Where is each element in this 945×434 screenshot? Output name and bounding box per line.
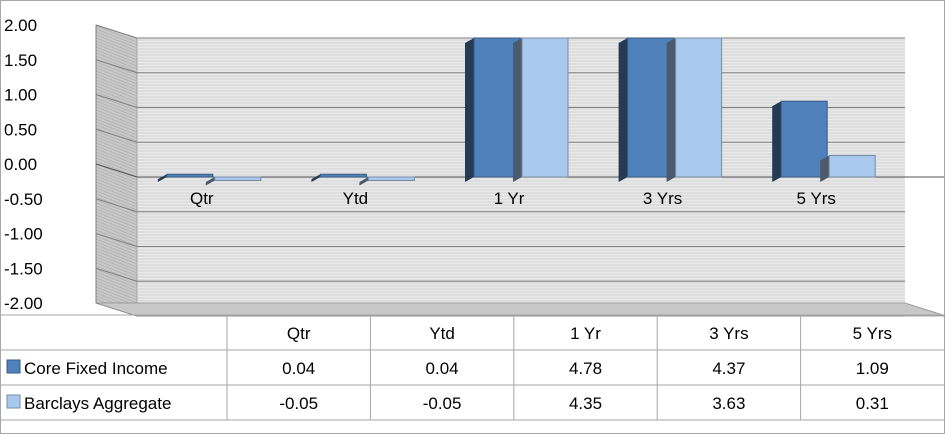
bar-side [667,38,676,182]
table-header-cell: Ytd [429,324,455,343]
bar-side [619,38,628,182]
x-tick-label: 3 Yrs [643,189,682,208]
y-tick-label: 1.00 [4,86,37,105]
table-header-cell: 5 Yrs [853,324,892,343]
x-tick-label: Ytd [343,189,369,208]
bar [368,177,414,180]
legend-swatch [7,360,20,373]
chart-floor [96,303,945,316]
bar [320,174,366,177]
bar [167,174,213,177]
y-tick-label: -1.50 [4,259,43,278]
bar [522,38,568,177]
bar-core-4 [772,101,827,182]
bar-barclays-3 [667,38,722,182]
table-cell: 4.78 [569,359,602,378]
table-cell: 0.04 [282,359,315,378]
table-cell: 4.35 [569,394,602,413]
y-tick-label: -2.00 [4,294,43,313]
bar-side [513,38,522,182]
bar-side [465,38,474,182]
table-cell: 4.37 [712,359,745,378]
table-cell: 0.04 [426,359,459,378]
y-tick-label: 1.50 [4,51,37,70]
x-tick-label: Qtr [190,189,214,208]
table-header-cell: Qtr [287,324,311,343]
table-cell: -0.05 [423,394,462,413]
bar-core-2 [465,38,520,182]
y-tick-label: -0.50 [4,190,43,209]
table-cell: -0.05 [279,394,318,413]
bar-barclays-2 [513,38,568,182]
legend-label: Barclays Aggregate [24,394,171,413]
bar-core-3 [619,38,674,182]
y-tick-label: -1.00 [4,225,43,244]
bar-side [772,101,781,182]
table-header-cell: 3 Yrs [709,324,748,343]
bar [829,155,875,177]
bar [215,177,261,180]
y-tick-label: 2.00 [4,16,37,35]
legend-swatch [7,395,20,408]
table-cell: 0.31 [856,394,889,413]
bar [676,38,722,177]
table-cell: 3.63 [712,394,745,413]
y-tick-label: 0.50 [4,120,37,139]
table-cell: 1.09 [856,359,889,378]
y-tick-label: 0.00 [4,155,37,174]
table-header-cell: 1 Yr [570,324,601,343]
x-tick-label: 1 Yr [494,189,525,208]
legend-label: Core Fixed Income [24,359,168,378]
x-tick-label: 5 Yrs [797,189,836,208]
